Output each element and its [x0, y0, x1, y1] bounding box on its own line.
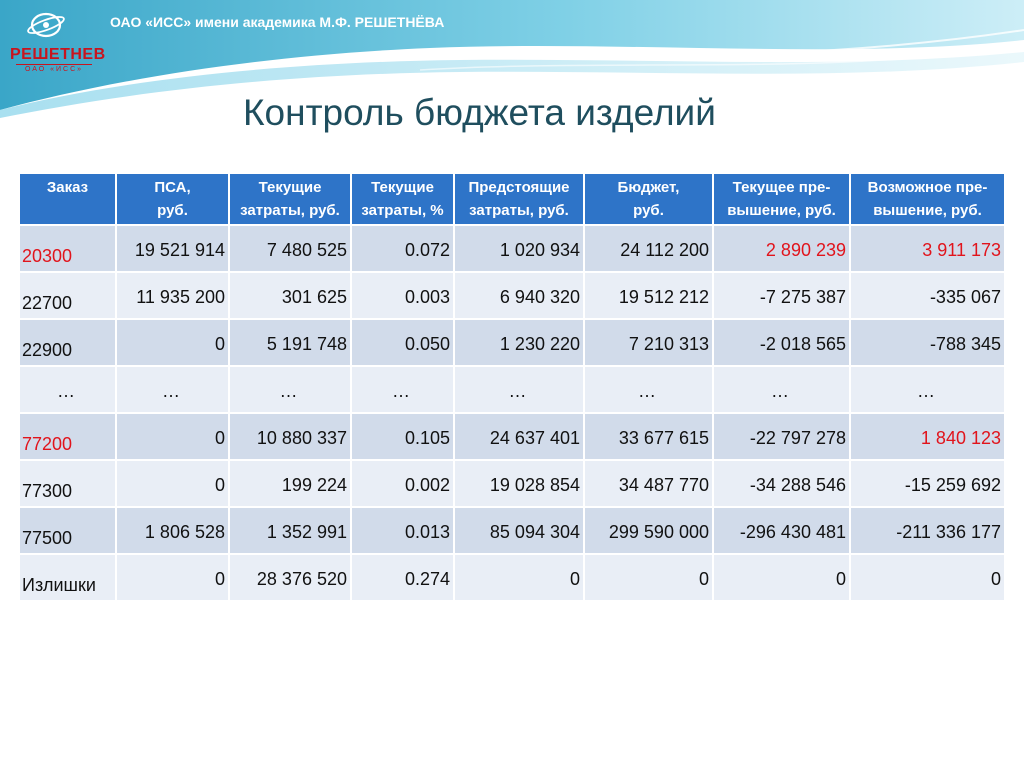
- satellite-orbit-icon: [27, 12, 65, 38]
- order-cell: 77500: [20, 506, 117, 553]
- company-logo: РЕШЕТНЕВ ОАО «ИСС»: [10, 8, 106, 73]
- current-costs-cell: …: [230, 365, 352, 412]
- current-overrun-cell: -34 288 546: [714, 459, 851, 506]
- upcoming-costs-cell: …: [455, 365, 585, 412]
- table-row: 77500 1 806 528 1 352 991 0.013 85 094 3…: [20, 506, 1004, 553]
- budget-cell: 0: [585, 553, 714, 600]
- table-row: 22900 0 5 191 748 0.050 1 230 220 7 210 …: [20, 318, 1004, 365]
- current-costs-pct-cell: 0.002: [352, 459, 455, 506]
- possible-overrun-cell: 1 840 123: [851, 412, 1004, 459]
- order-cell: 77200: [20, 412, 117, 459]
- column-header-current-costs-rub: Текущие затраты, руб.: [230, 174, 352, 224]
- current-costs-pct-cell: 0.050: [352, 318, 455, 365]
- header-banner: [0, 0, 1024, 118]
- column-header-psa: ПСА, руб.: [117, 174, 230, 224]
- order-cell: 22700: [20, 271, 117, 318]
- current-costs-pct-cell: 0.013: [352, 506, 455, 553]
- current-overrun-cell: -2 018 565: [714, 318, 851, 365]
- current-costs-cell: 10 880 337: [230, 412, 352, 459]
- column-header-budget: Бюджет, руб.: [585, 174, 714, 224]
- upcoming-costs-cell: 85 094 304: [455, 506, 585, 553]
- possible-overrun-cell: -15 259 692: [851, 459, 1004, 506]
- current-overrun-cell: -296 430 481: [714, 506, 851, 553]
- budget-cell: 34 487 770: [585, 459, 714, 506]
- psa-cell: 0: [117, 459, 230, 506]
- possible-overrun-cell: …: [851, 365, 1004, 412]
- psa-cell: 1 806 528: [117, 506, 230, 553]
- current-costs-pct-cell: 0.274: [352, 553, 455, 600]
- budget-cell: 299 590 000: [585, 506, 714, 553]
- column-header-possible-overrun: Возможное пре-вышение, руб.: [851, 174, 1004, 224]
- possible-overrun-cell: -211 336 177: [851, 506, 1004, 553]
- current-overrun-cell: …: [714, 365, 851, 412]
- table-row: 77200 0 10 880 337 0.105 24 637 401 33 6…: [20, 412, 1004, 459]
- psa-cell: 0: [117, 553, 230, 600]
- current-costs-cell: 1 352 991: [230, 506, 352, 553]
- psa-cell: 19 521 914: [117, 224, 230, 271]
- current-costs-cell: 7 480 525: [230, 224, 352, 271]
- upcoming-costs-cell: 1 020 934: [455, 224, 585, 271]
- column-header-order: Заказ: [20, 174, 117, 224]
- possible-overrun-cell: -335 067: [851, 271, 1004, 318]
- current-costs-cell: 301 625: [230, 271, 352, 318]
- order-cell: Излишки: [20, 553, 117, 600]
- order-cell: 22900: [20, 318, 117, 365]
- table-row: 77300 0 199 224 0.002 19 028 854 34 487 …: [20, 459, 1004, 506]
- budget-table: Заказ ПСА, руб. Текущие затраты, руб. Теку…: [20, 174, 1004, 600]
- possible-overrun-cell: 3 911 173: [851, 224, 1004, 271]
- order-cell: 20300: [20, 224, 117, 271]
- current-costs-pct-cell: 0.072: [352, 224, 455, 271]
- column-header-upcoming-costs: Предстоящие затраты, руб.: [455, 174, 585, 224]
- budget-cell: 19 512 212: [585, 271, 714, 318]
- logo-subtitle: ОАО «ИСС»: [16, 64, 92, 75]
- company-name: ОАО «ИСС» имени академика М.Ф. РЕШЕТНЁВА: [110, 14, 445, 30]
- upcoming-costs-cell: 19 028 854: [455, 459, 585, 506]
- table-row: 20300 19 521 914 7 480 525 0.072 1 020 9…: [20, 224, 1004, 271]
- table-row: 22700 11 935 200 301 625 0.003 6 940 320…: [20, 271, 1004, 318]
- table-header-row: Заказ ПСА, руб. Текущие затраты, руб. Теку…: [20, 174, 1004, 224]
- psa-cell: …: [117, 365, 230, 412]
- current-overrun-cell: 0: [714, 553, 851, 600]
- current-costs-cell: 199 224: [230, 459, 352, 506]
- budget-cell: …: [585, 365, 714, 412]
- table-row-ellipsis: … … … … … … … …: [20, 365, 1004, 412]
- current-overrun-cell: -22 797 278: [714, 412, 851, 459]
- logo-wordmark: РЕШЕТНЕВ: [10, 46, 106, 63]
- table-row-surplus: Излишки 0 28 376 520 0.274 0 0 0 0: [20, 553, 1004, 600]
- current-costs-cell: 5 191 748: [230, 318, 352, 365]
- upcoming-costs-cell: 0: [455, 553, 585, 600]
- current-overrun-cell: 2 890 239: [714, 224, 851, 271]
- column-header-current-costs-pct: Текущие затраты, %: [352, 174, 455, 224]
- page-title: Контроль бюджета изделий: [243, 92, 716, 133]
- psa-cell: 0: [117, 318, 230, 365]
- current-costs-cell: 28 376 520: [230, 553, 352, 600]
- possible-overrun-cell: 0: [851, 553, 1004, 600]
- budget-cell: 7 210 313: [585, 318, 714, 365]
- budget-cell: 24 112 200: [585, 224, 714, 271]
- budget-cell: 33 677 615: [585, 412, 714, 459]
- order-cell: 77300: [20, 459, 117, 506]
- psa-cell: 0: [117, 412, 230, 459]
- column-header-current-overrun: Текущее пре-вышение, руб.: [714, 174, 851, 224]
- current-costs-pct-cell: …: [352, 365, 455, 412]
- current-costs-pct-cell: 0.003: [352, 271, 455, 318]
- current-costs-pct-cell: 0.105: [352, 412, 455, 459]
- upcoming-costs-cell: 6 940 320: [455, 271, 585, 318]
- upcoming-costs-cell: 24 637 401: [455, 412, 585, 459]
- possible-overrun-cell: -788 345: [851, 318, 1004, 365]
- upcoming-costs-cell: 1 230 220: [455, 318, 585, 365]
- order-cell: …: [20, 365, 117, 412]
- psa-cell: 11 935 200: [117, 271, 230, 318]
- current-overrun-cell: -7 275 387: [714, 271, 851, 318]
